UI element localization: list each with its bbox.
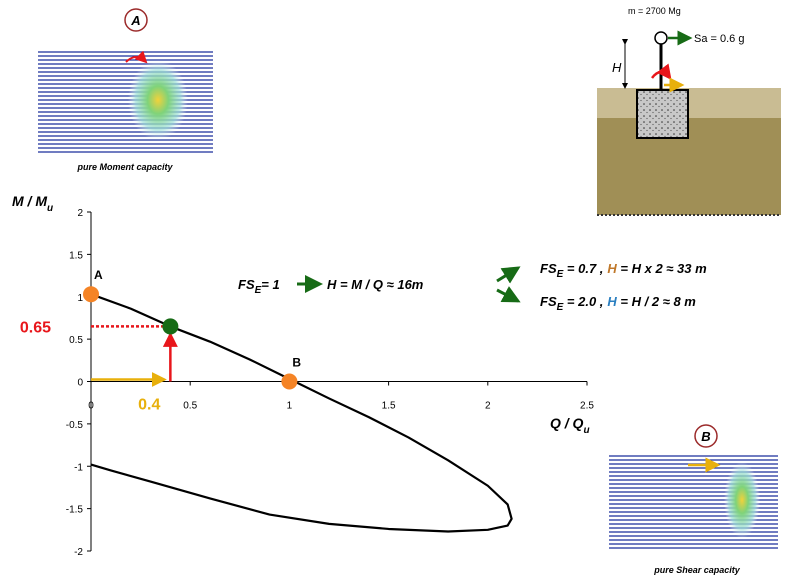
- point: [281, 373, 298, 390]
- y-tick-label: 1.5: [69, 250, 83, 261]
- moment-icon: [125, 50, 148, 64]
- badge: [694, 424, 718, 448]
- accel-label: Sa = 0.6 g: [694, 33, 744, 45]
- x-tick-label: 1.5: [382, 401, 396, 412]
- y-tick-label: 0.5: [69, 335, 83, 346]
- x-tick-label: 2.5: [580, 401, 594, 412]
- arrow: [496, 286, 521, 303]
- formula: FSE = 2.0 ,H = H / 2 ≈ 8 m: [540, 294, 696, 313]
- y-tick-label: 0: [77, 378, 83, 389]
- field-blob: [128, 60, 188, 140]
- moment-icon: [651, 63, 672, 80]
- formula: FSE= 1: [238, 277, 280, 296]
- y-tick-label: -1: [74, 462, 83, 473]
- arrow: [496, 266, 521, 284]
- x-axis-label: Q / Qu: [550, 415, 590, 436]
- x-tick-label: 2: [485, 401, 491, 412]
- point-label: B: [292, 356, 301, 370]
- formula: FSE = 0.7 ,H = H x 2 ≈ 33 m: [540, 261, 707, 280]
- y-tick-label: 1: [77, 293, 83, 304]
- badge-label: A: [130, 13, 140, 28]
- point-label: A: [94, 268, 103, 282]
- x-tick-label: 1: [287, 401, 293, 412]
- badge: [124, 8, 148, 32]
- y-tick-label: -1.5: [66, 505, 84, 516]
- field-blob: [724, 462, 760, 538]
- badge-label: B: [701, 429, 710, 444]
- point: [83, 286, 99, 303]
- highlight-x-label: 0.4: [138, 397, 160, 414]
- mass-label: m = 2700 Mg: [628, 6, 681, 16]
- foundation: [636, 89, 689, 139]
- caption: pure Moment capacity: [76, 162, 173, 172]
- y-tick-label: -0.5: [66, 420, 84, 431]
- formula: H = M / Q ≈ 16m: [327, 277, 424, 292]
- y-axis-label: M / Mu: [12, 193, 53, 214]
- x-tick-label: 0: [88, 401, 94, 412]
- envelope: [90, 293, 513, 533]
- caption: pure Shear capacity: [653, 565, 741, 575]
- x-tick-label: 0.5: [183, 401, 197, 412]
- height-label: H: [612, 60, 622, 75]
- highlight-point: [162, 318, 179, 335]
- highlight-y-label: 0.65: [20, 319, 51, 336]
- mass: [654, 31, 668, 45]
- y-tick-label: -2: [74, 547, 83, 558]
- y-tick-label: 2: [77, 208, 83, 219]
